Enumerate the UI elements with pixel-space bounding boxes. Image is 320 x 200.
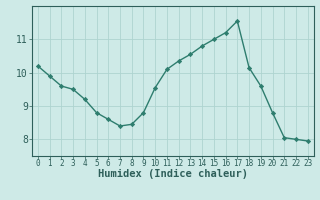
X-axis label: Humidex (Indice chaleur): Humidex (Indice chaleur) [98, 169, 248, 179]
